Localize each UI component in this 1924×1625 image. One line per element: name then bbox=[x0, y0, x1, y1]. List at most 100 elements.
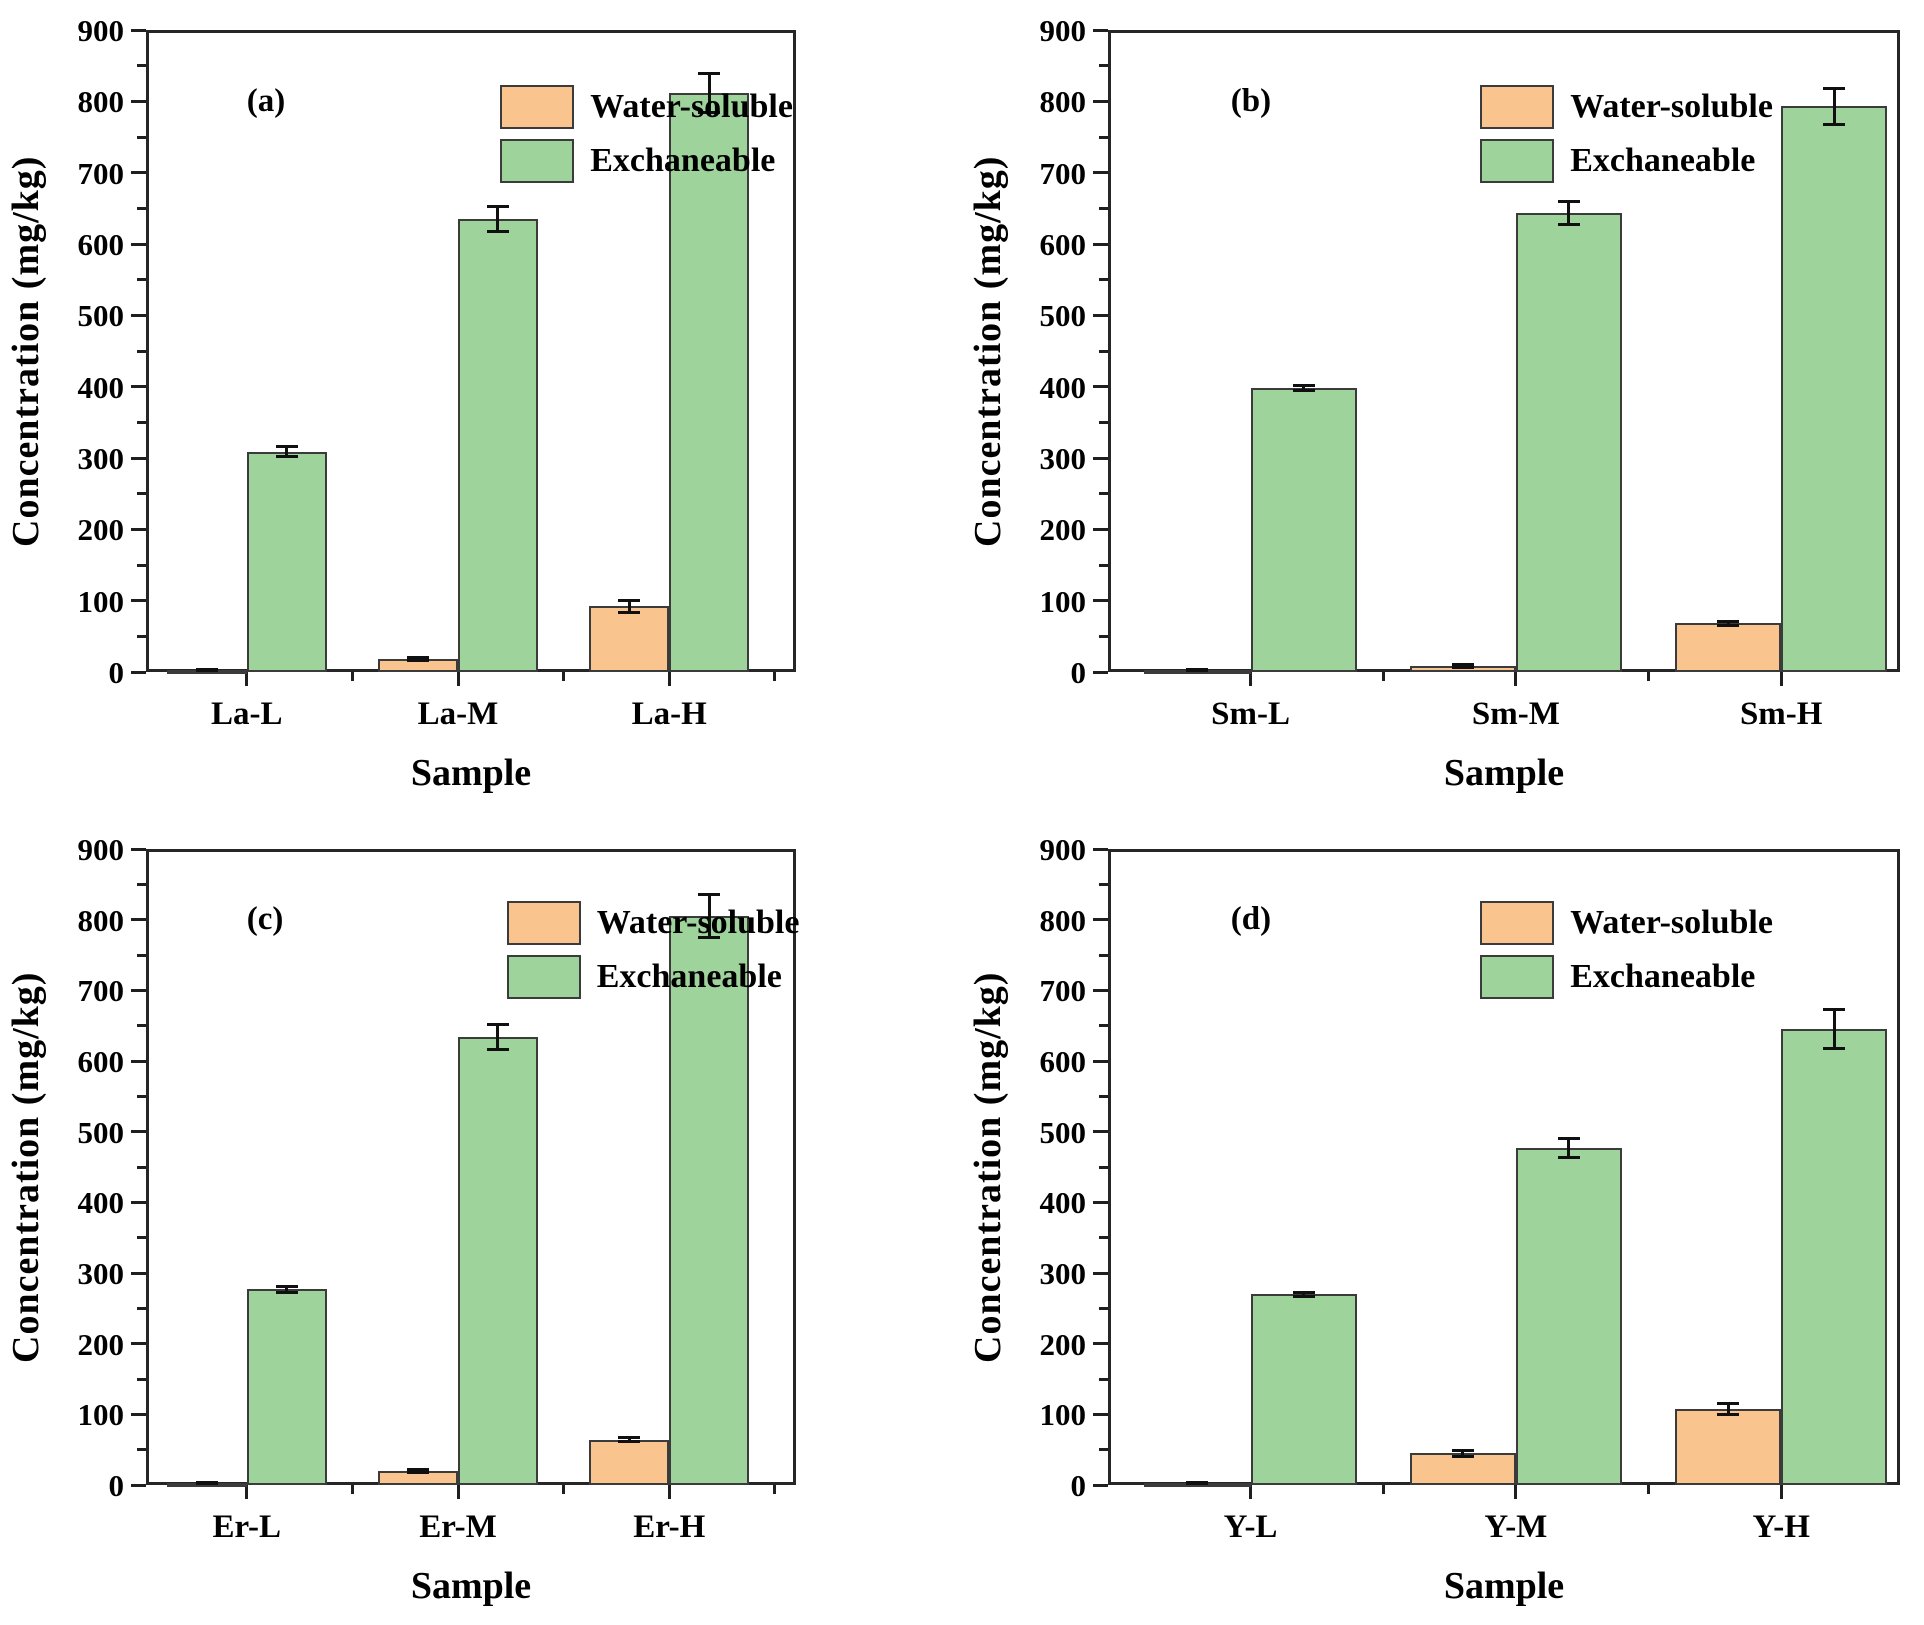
error-bar-cap-top bbox=[618, 1436, 641, 1440]
x-category-label: La-M bbox=[417, 696, 499, 732]
x-minor-tick bbox=[1647, 672, 1651, 681]
error-bar-line bbox=[496, 206, 500, 232]
x-minor-tick bbox=[773, 672, 777, 681]
error-bar-line bbox=[1832, 1009, 1836, 1049]
error-bar-line bbox=[707, 73, 711, 113]
y-tick-label: 900 bbox=[1039, 832, 1087, 867]
bar-exchangeable-La-H bbox=[669, 92, 750, 672]
error-bar-cap-bottom bbox=[1292, 389, 1315, 393]
y-minor-tick bbox=[1099, 1236, 1108, 1240]
x-minor-tick bbox=[1647, 1485, 1651, 1494]
x-major-tick bbox=[1514, 1485, 1518, 1499]
y-minor-tick bbox=[137, 1448, 146, 1452]
error-bar-cap-bottom bbox=[407, 1470, 430, 1474]
panel-letter: (c) bbox=[246, 901, 284, 938]
x-category-label: Y-L bbox=[1223, 1509, 1278, 1545]
x-major-tick bbox=[667, 672, 671, 686]
x-category-label: Sm-L bbox=[1211, 696, 1290, 732]
error-bar-cap-top bbox=[1717, 1401, 1740, 1405]
legend-item-water-soluble: Water-soluble bbox=[1480, 901, 1773, 946]
x-major-tick bbox=[456, 672, 460, 686]
y-major-tick bbox=[131, 1200, 146, 1204]
error-bar-cap-top bbox=[1823, 86, 1846, 90]
error-bar-line bbox=[627, 600, 631, 613]
y-tick-label: 500 bbox=[1039, 1114, 1087, 1150]
y-tick-label: 800 bbox=[77, 84, 125, 120]
y-major-tick bbox=[1093, 313, 1108, 317]
y-tick-label: 100 bbox=[77, 1397, 125, 1433]
legend-item-exchangeable: Exchaneable bbox=[1480, 955, 1755, 1000]
error-bar-cap-bottom bbox=[698, 110, 721, 114]
error-bar-cap-bottom bbox=[1186, 668, 1209, 672]
y-tick-label: 900 bbox=[77, 832, 125, 867]
y-major-tick bbox=[1093, 918, 1108, 922]
x-major-tick bbox=[245, 672, 249, 686]
error-bar-cap-bottom bbox=[486, 1048, 509, 1052]
y-major-tick bbox=[131, 1483, 146, 1487]
y-minor-tick bbox=[1099, 135, 1108, 139]
legend-item-water-soluble: Water-soluble bbox=[506, 901, 800, 946]
x-category-label: Er-M bbox=[419, 1509, 497, 1545]
y-minor-tick bbox=[137, 1094, 146, 1098]
y-major-tick bbox=[131, 527, 146, 531]
y-tick-label: 300 bbox=[1039, 441, 1087, 476]
error-bar-line bbox=[707, 894, 711, 938]
error-bar-line bbox=[1567, 201, 1571, 225]
legend-swatch-exchangeable bbox=[500, 138, 575, 183]
y-minor-tick bbox=[1099, 1377, 1108, 1381]
panel-letter: (a) bbox=[246, 82, 286, 119]
legend-swatch-exchangeable bbox=[1480, 955, 1555, 1000]
y-major-tick bbox=[1093, 1200, 1108, 1204]
bar-exchangeable-Y-L bbox=[1250, 1294, 1357, 1485]
bar-water-soluble-Sm-H bbox=[1675, 623, 1782, 672]
y-minor-tick bbox=[1099, 1094, 1108, 1098]
x-major-tick bbox=[1249, 1485, 1253, 1499]
error-bar-cap-top bbox=[486, 205, 509, 209]
x-axis-title: Sample bbox=[410, 752, 532, 794]
y-tick-label: 800 bbox=[1039, 84, 1087, 120]
y-minor-tick bbox=[1099, 492, 1108, 496]
y-major-tick bbox=[1093, 1412, 1108, 1416]
x-category-label: La-H bbox=[631, 696, 707, 732]
y-major-tick bbox=[1093, 242, 1108, 246]
error-bar-cap-bottom bbox=[698, 935, 721, 939]
error-bar-cap-bottom bbox=[618, 1440, 641, 1444]
error-bar-cap-bottom bbox=[1717, 1412, 1740, 1416]
legend-label-water-soluble: Water-soluble bbox=[1570, 87, 1773, 125]
y-minor-tick bbox=[137, 1306, 146, 1310]
y-minor-tick bbox=[137, 1024, 146, 1028]
x-major-tick bbox=[245, 1485, 249, 1499]
x-major-tick bbox=[456, 1485, 460, 1499]
x-minor-tick bbox=[1381, 672, 1385, 681]
y-minor-tick bbox=[137, 1377, 146, 1381]
y-axis-title: Concentration (mg/kg) bbox=[5, 155, 47, 547]
y-major-tick bbox=[131, 599, 146, 603]
y-major-tick bbox=[131, 28, 146, 32]
y-major-tick bbox=[1093, 599, 1108, 603]
y-major-tick bbox=[1093, 385, 1108, 389]
y-tick-label: 500 bbox=[77, 1114, 125, 1150]
y-tick-label: 700 bbox=[1039, 155, 1087, 191]
bar-exchangeable-Sm-L bbox=[1250, 388, 1357, 672]
bar-exchangeable-Sm-H bbox=[1781, 106, 1888, 672]
y-tick-label: 900 bbox=[1039, 13, 1087, 48]
y-minor-tick bbox=[1099, 349, 1108, 353]
y-tick-label: 600 bbox=[1039, 1044, 1087, 1079]
error-bar-cap-top bbox=[275, 1284, 298, 1288]
legend-label-water-soluble: Water-soluble bbox=[596, 904, 800, 942]
plot-area bbox=[1108, 849, 1900, 1485]
x-minor-tick bbox=[350, 672, 354, 681]
error-bar-line bbox=[1302, 385, 1306, 391]
y-tick-label: 400 bbox=[1039, 1185, 1087, 1221]
y-minor-tick bbox=[1099, 206, 1108, 210]
error-bar-cap-bottom bbox=[1717, 624, 1740, 628]
y-major-tick bbox=[131, 1271, 146, 1275]
y-tick-label: 800 bbox=[77, 902, 125, 938]
y-tick-label: 600 bbox=[1039, 227, 1087, 262]
error-bar-cap-bottom bbox=[1451, 666, 1474, 670]
error-bar-cap-top bbox=[1557, 1136, 1580, 1140]
y-major-tick bbox=[1093, 28, 1108, 32]
legend-item-exchangeable: Exchaneable bbox=[500, 138, 775, 183]
y-minor-tick bbox=[137, 563, 146, 567]
x-axis-title: Sample bbox=[1443, 752, 1565, 794]
